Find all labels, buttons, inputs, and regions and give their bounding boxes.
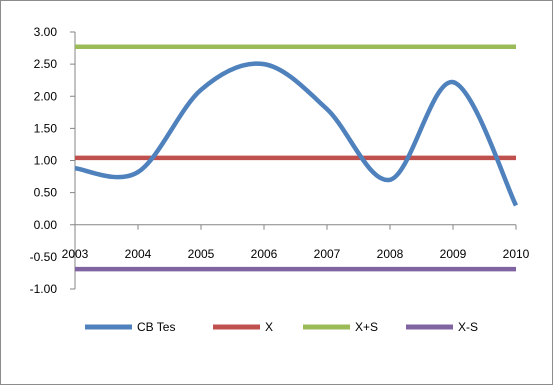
- legend-item-x-s: X-S: [406, 320, 478, 334]
- legend-label: X-S: [458, 320, 478, 334]
- legend: CB Tes X X+S X-S: [85, 320, 478, 334]
- x-tick-label: 2007: [314, 247, 341, 261]
- legend-item-x: X: [213, 320, 273, 334]
- y-tick-label: 2.00: [34, 89, 58, 103]
- y-tick-label: 1.50: [34, 121, 58, 135]
- y-tick-label: 0.00: [34, 218, 58, 232]
- series-line-cb-tes: [74, 61, 519, 207]
- x-tick-label: 2009: [440, 247, 467, 261]
- x-tick-label: 2006: [251, 247, 278, 261]
- legend-item-cb-tes: CB Tes: [85, 320, 175, 334]
- legend-label: X+S: [355, 320, 378, 334]
- y-tick-label: -0.50: [30, 250, 58, 264]
- x-tick-label: 2010: [503, 247, 530, 261]
- y-tick-label: 1.00: [34, 154, 58, 168]
- series-layer: [74, 44, 519, 272]
- x-tick-label: 2003: [62, 247, 89, 261]
- x-tick-label: 2004: [125, 247, 152, 261]
- x-tick-label: 2005: [188, 247, 215, 261]
- legend-label: CB Tes: [137, 320, 175, 334]
- y-tick-label: 3.00: [34, 25, 58, 39]
- y-tick-label: 0.50: [34, 186, 58, 200]
- y-tick-label: -1.00: [30, 282, 58, 296]
- legend-item-x-plus-s: X+S: [303, 320, 378, 334]
- legend-label: X: [265, 320, 273, 334]
- x-tick-label: 2008: [377, 247, 404, 261]
- axes: 3.00 2.50 2.00 1.50 1.00 0.50 0.00 -0.50 -1.00 20…: [30, 25, 530, 296]
- y-tick-label: 2.50: [34, 57, 58, 71]
